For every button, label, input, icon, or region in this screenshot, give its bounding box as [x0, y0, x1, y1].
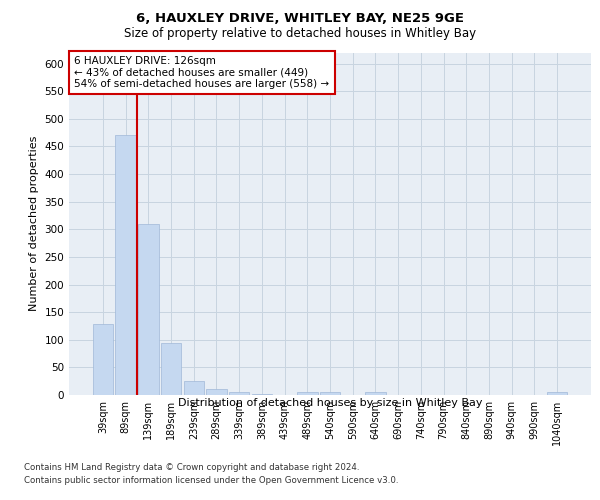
Text: Contains public sector information licensed under the Open Government Licence v3: Contains public sector information licen… [24, 476, 398, 485]
Text: Size of property relative to detached houses in Whitley Bay: Size of property relative to detached ho… [124, 28, 476, 40]
Bar [547, 392, 567, 395]
Bar [229, 392, 250, 395]
Bar [93, 324, 113, 395]
Text: Contains HM Land Registry data © Crown copyright and database right 2024.: Contains HM Land Registry data © Crown c… [24, 462, 359, 471]
Y-axis label: Number of detached properties: Number of detached properties [29, 136, 39, 312]
Bar [138, 224, 158, 395]
Text: 6 HAUXLEY DRIVE: 126sqm
← 43% of detached houses are smaller (449)
54% of semi-d: 6 HAUXLEY DRIVE: 126sqm ← 43% of detache… [74, 56, 329, 89]
Bar [297, 392, 317, 395]
Bar [320, 392, 340, 395]
Bar [365, 392, 386, 395]
Bar [115, 136, 136, 395]
Bar [206, 390, 227, 395]
Bar [161, 342, 181, 395]
Bar [251, 394, 272, 395]
Bar [184, 381, 204, 395]
Text: Distribution of detached houses by size in Whitley Bay: Distribution of detached houses by size … [178, 398, 482, 407]
Text: 6, HAUXLEY DRIVE, WHITLEY BAY, NE25 9GE: 6, HAUXLEY DRIVE, WHITLEY BAY, NE25 9GE [136, 12, 464, 26]
